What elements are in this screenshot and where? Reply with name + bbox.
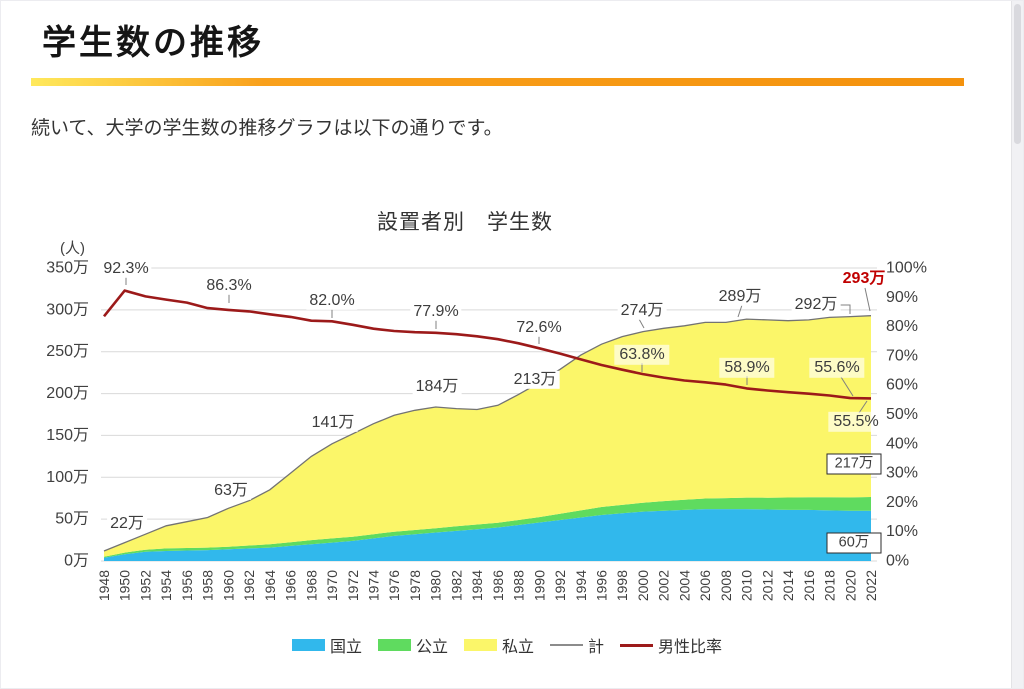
x-axis-label: 2012 <box>759 570 775 601</box>
area-kouritsu <box>104 497 871 558</box>
legend-swatch-line <box>550 644 583 646</box>
x-axis-label: 2020 <box>842 570 858 601</box>
intro-text: 続いて、大学の学生数の推移グラフは以下の通りです。 <box>31 118 503 139</box>
x-axis-label: 1992 <box>552 570 568 601</box>
x-axis-label: 2016 <box>801 570 817 601</box>
x-axis-label: 1972 <box>345 570 361 601</box>
x-axis-label: 2010 <box>739 570 755 601</box>
x-axis-label: 1976 <box>386 570 402 601</box>
y-axis-tick-left: 0万 <box>64 553 89 570</box>
x-axis-label: 1968 <box>303 570 319 601</box>
y-axis-tick-right: 70% <box>886 347 918 364</box>
y-axis-tick-right: 10% <box>886 523 918 540</box>
x-axis-label: 1950 <box>117 570 133 601</box>
x-axis-label: 1986 <box>490 570 506 601</box>
x-axis-label: 1966 <box>283 570 299 601</box>
page-title: 学生数の推移 <box>42 24 264 62</box>
leader-line <box>838 304 851 314</box>
left-axis-unit-label: (人) <box>60 240 85 257</box>
y-axis-tick-left: 100万 <box>46 469 89 486</box>
y-axis-tick-left: 50万 <box>55 511 89 528</box>
leader-line <box>858 400 868 414</box>
legend-swatch-area <box>291 639 325 651</box>
legend-label: 国立 <box>329 639 362 656</box>
male-ratio-line <box>102 289 872 400</box>
legend-swatch-line <box>620 643 654 647</box>
x-axis-label: 1960 <box>220 570 236 601</box>
scrollbar-track[interactable] <box>1011 1 1023 688</box>
leader-line <box>840 376 854 397</box>
area-kokuritsu <box>104 509 871 561</box>
x-axis-label: 1964 <box>262 570 278 601</box>
y-axis-tick-right: 80% <box>886 318 918 335</box>
x-axis-label: 1958 <box>200 570 216 601</box>
x-axis-label: 1998 <box>614 570 630 601</box>
legend-item: 計 <box>550 633 604 657</box>
leader-line <box>864 287 871 312</box>
x-axis-label: 1952 <box>138 570 154 601</box>
x-axis-label: 1990 <box>531 570 547 601</box>
legend-item: 私立 <box>463 633 534 657</box>
x-axis-label: 1970 <box>324 570 340 601</box>
chart-title: 設置者別 学生数 <box>377 211 553 234</box>
x-axis-label: 1982 <box>448 570 464 601</box>
chart-legend: 国立 公立 私立 計 男性比率 <box>1 633 1013 657</box>
x-axis-label: 2022 <box>863 570 879 601</box>
y-axis-tick-right: 50% <box>886 406 918 423</box>
y-axis-tick-right: 0% <box>886 553 909 570</box>
x-axis-label: 1962 <box>241 570 257 601</box>
legend-label: 公立 <box>415 639 448 656</box>
title-accent-bar <box>31 78 964 86</box>
legend-swatch-area <box>463 639 497 651</box>
legend-label: 計 <box>588 639 605 656</box>
scrollbar-thumb[interactable] <box>1014 4 1021 144</box>
x-axis-label: 2014 <box>780 570 796 601</box>
y-axis-tick-right: 100% <box>886 260 927 277</box>
x-axis-label: 2002 <box>656 570 672 601</box>
y-axis-tick-right: 30% <box>886 465 918 482</box>
total-line <box>103 315 872 552</box>
legend-item: 男性比率 <box>620 633 722 657</box>
x-axis-label: 1984 <box>469 570 485 601</box>
legend-label: 私立 <box>501 639 534 656</box>
x-axis-label: 2018 <box>822 570 838 601</box>
y-axis-tick-left: 250万 <box>46 343 89 360</box>
y-axis-tick-right: 20% <box>886 494 918 511</box>
y-axis-tick-left: 350万 <box>46 260 89 277</box>
x-axis-label: 1978 <box>407 570 423 601</box>
y-axis-tick-right: 40% <box>886 435 918 452</box>
legend-item: 国立 <box>291 633 362 657</box>
y-axis-tick-left: 300万 <box>46 301 89 318</box>
x-axis-label: 1988 <box>511 570 527 601</box>
y-axis-tick-right: 60% <box>886 377 918 394</box>
x-axis-label: 1980 <box>428 570 444 601</box>
x-axis-label: 1956 <box>179 570 195 601</box>
x-axis-label: 1954 <box>158 570 174 601</box>
y-axis-tick-right: 90% <box>886 289 918 306</box>
x-axis-label: 2006 <box>697 570 713 601</box>
x-axis-label: 1994 <box>573 570 589 601</box>
legend-swatch-area <box>377 639 411 651</box>
x-axis-label: 1974 <box>366 570 382 601</box>
area-shiritsu <box>104 315 871 557</box>
x-axis-label: 2004 <box>676 570 692 601</box>
y-axis-tick-left: 200万 <box>46 385 89 402</box>
x-axis-label: 1996 <box>594 570 610 601</box>
x-axis-label: 1948 <box>96 570 112 601</box>
legend-item: 公立 <box>377 633 448 657</box>
leader-line <box>737 304 743 318</box>
leader-line <box>638 318 645 329</box>
x-axis-label: 2000 <box>635 570 651 601</box>
y-axis-tick-left: 150万 <box>46 427 89 444</box>
x-axis-label: 2008 <box>718 570 734 601</box>
legend-label: 男性比率 <box>658 639 723 656</box>
